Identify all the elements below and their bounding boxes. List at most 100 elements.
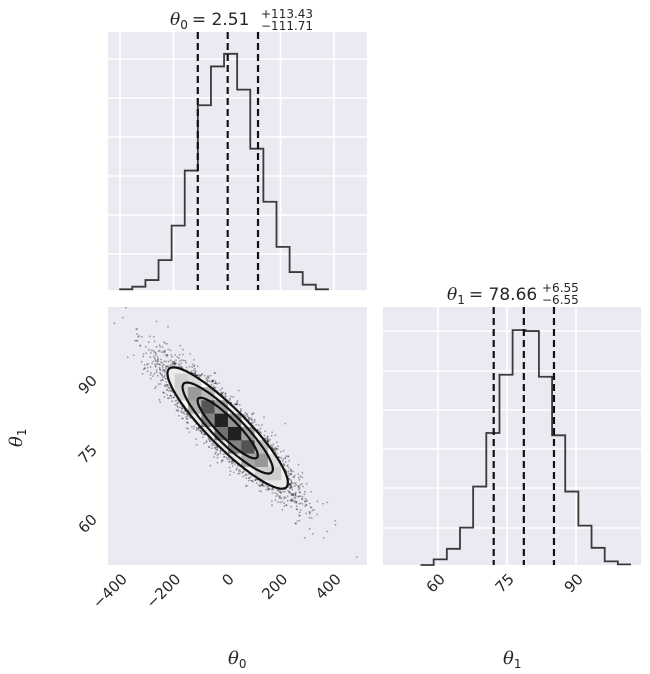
sample-point xyxy=(252,421,254,424)
sample-point xyxy=(203,442,205,445)
sample-point xyxy=(229,395,232,398)
sample-point xyxy=(207,376,210,379)
sample-point xyxy=(154,354,157,357)
xtick-theta1: 75 xyxy=(492,570,518,596)
ytick-theta1: 90 xyxy=(75,372,101,398)
sample-point xyxy=(233,403,236,406)
sample-point xyxy=(284,457,286,459)
sample-point xyxy=(266,436,269,439)
xtick-theta0: −400 xyxy=(89,570,131,612)
sample-point xyxy=(221,387,224,390)
sample-point xyxy=(195,429,198,432)
sample-point xyxy=(155,369,158,371)
sample-point xyxy=(214,372,217,374)
sample-point xyxy=(147,366,149,369)
sample-point xyxy=(282,460,284,463)
sample-point xyxy=(288,478,291,481)
sample-point xyxy=(185,427,188,429)
sample-point xyxy=(161,346,164,348)
sample-point xyxy=(210,383,213,386)
sample-point xyxy=(213,456,215,458)
sample-point xyxy=(232,471,235,474)
sample-point xyxy=(291,499,294,502)
sample-point xyxy=(216,461,219,464)
sample-point xyxy=(180,362,183,364)
sample-point xyxy=(181,417,184,420)
sample-point xyxy=(284,496,287,499)
xtick-theta0: 200 xyxy=(258,570,291,603)
sample-point xyxy=(277,490,280,492)
sample-point xyxy=(153,336,155,338)
sample-point xyxy=(153,351,156,353)
sample-point xyxy=(148,335,151,338)
sample-point xyxy=(279,501,282,504)
sample-point xyxy=(213,382,216,385)
sample-point xyxy=(280,450,282,453)
sample-point xyxy=(232,395,235,398)
sample-point xyxy=(135,339,138,342)
sample-point xyxy=(276,493,278,495)
density-cell xyxy=(241,440,255,454)
sample-point xyxy=(271,504,273,507)
sample-point xyxy=(150,371,152,374)
sample-point xyxy=(179,406,181,409)
sample-point xyxy=(266,439,269,442)
sample-point xyxy=(258,424,260,426)
sample-point xyxy=(159,401,162,404)
sample-point xyxy=(164,354,167,356)
sample-point xyxy=(172,396,175,399)
hist-theta1-bar xyxy=(447,549,460,565)
sample-point xyxy=(308,510,311,513)
sample-point xyxy=(136,328,139,330)
sample-point xyxy=(155,385,158,388)
sample-point xyxy=(234,463,236,466)
sample-point xyxy=(158,363,161,366)
sample-point xyxy=(146,363,148,366)
xtick-theta1: 90 xyxy=(561,570,587,596)
sample-point xyxy=(290,479,293,482)
sample-point xyxy=(248,417,250,419)
sample-point xyxy=(251,413,254,416)
sample-point xyxy=(176,406,179,409)
sample-point xyxy=(248,477,251,480)
sample-point xyxy=(149,356,152,359)
sample-point xyxy=(304,505,307,507)
sample-point xyxy=(164,377,167,380)
contour-line xyxy=(181,381,275,475)
sample-point xyxy=(175,362,177,364)
sample-point xyxy=(161,364,164,367)
title-theta1-plus: +6.55 xyxy=(542,281,579,295)
sample-point xyxy=(147,341,150,344)
sample-point xyxy=(297,473,300,475)
sample-point xyxy=(268,487,271,490)
sample-point xyxy=(175,409,178,412)
sample-point xyxy=(175,402,178,405)
sample-point xyxy=(280,497,283,500)
sample-point xyxy=(272,488,275,491)
hist-theta1-bar xyxy=(473,487,486,565)
sample-point xyxy=(282,463,285,465)
sample-point xyxy=(154,365,157,368)
sample-point xyxy=(163,376,166,379)
sample-point xyxy=(298,519,301,522)
sample-point xyxy=(229,470,232,473)
sample-point xyxy=(163,351,166,354)
sample-point xyxy=(290,499,293,501)
sample-point xyxy=(274,447,277,450)
sample-point xyxy=(159,383,162,385)
sample-point xyxy=(303,500,306,503)
sample-point xyxy=(263,416,265,419)
sample-point xyxy=(291,493,294,496)
sample-point xyxy=(293,500,296,503)
sample-point xyxy=(267,440,269,443)
sample-point xyxy=(200,373,203,376)
sample-point xyxy=(290,472,292,475)
sample-point xyxy=(207,437,210,440)
sample-point xyxy=(163,350,166,353)
sample-point xyxy=(176,399,178,402)
sample-point xyxy=(158,344,161,346)
sample-point xyxy=(243,474,246,477)
sample-point xyxy=(165,365,167,368)
sample-point xyxy=(248,479,250,482)
sample-point xyxy=(199,374,202,377)
